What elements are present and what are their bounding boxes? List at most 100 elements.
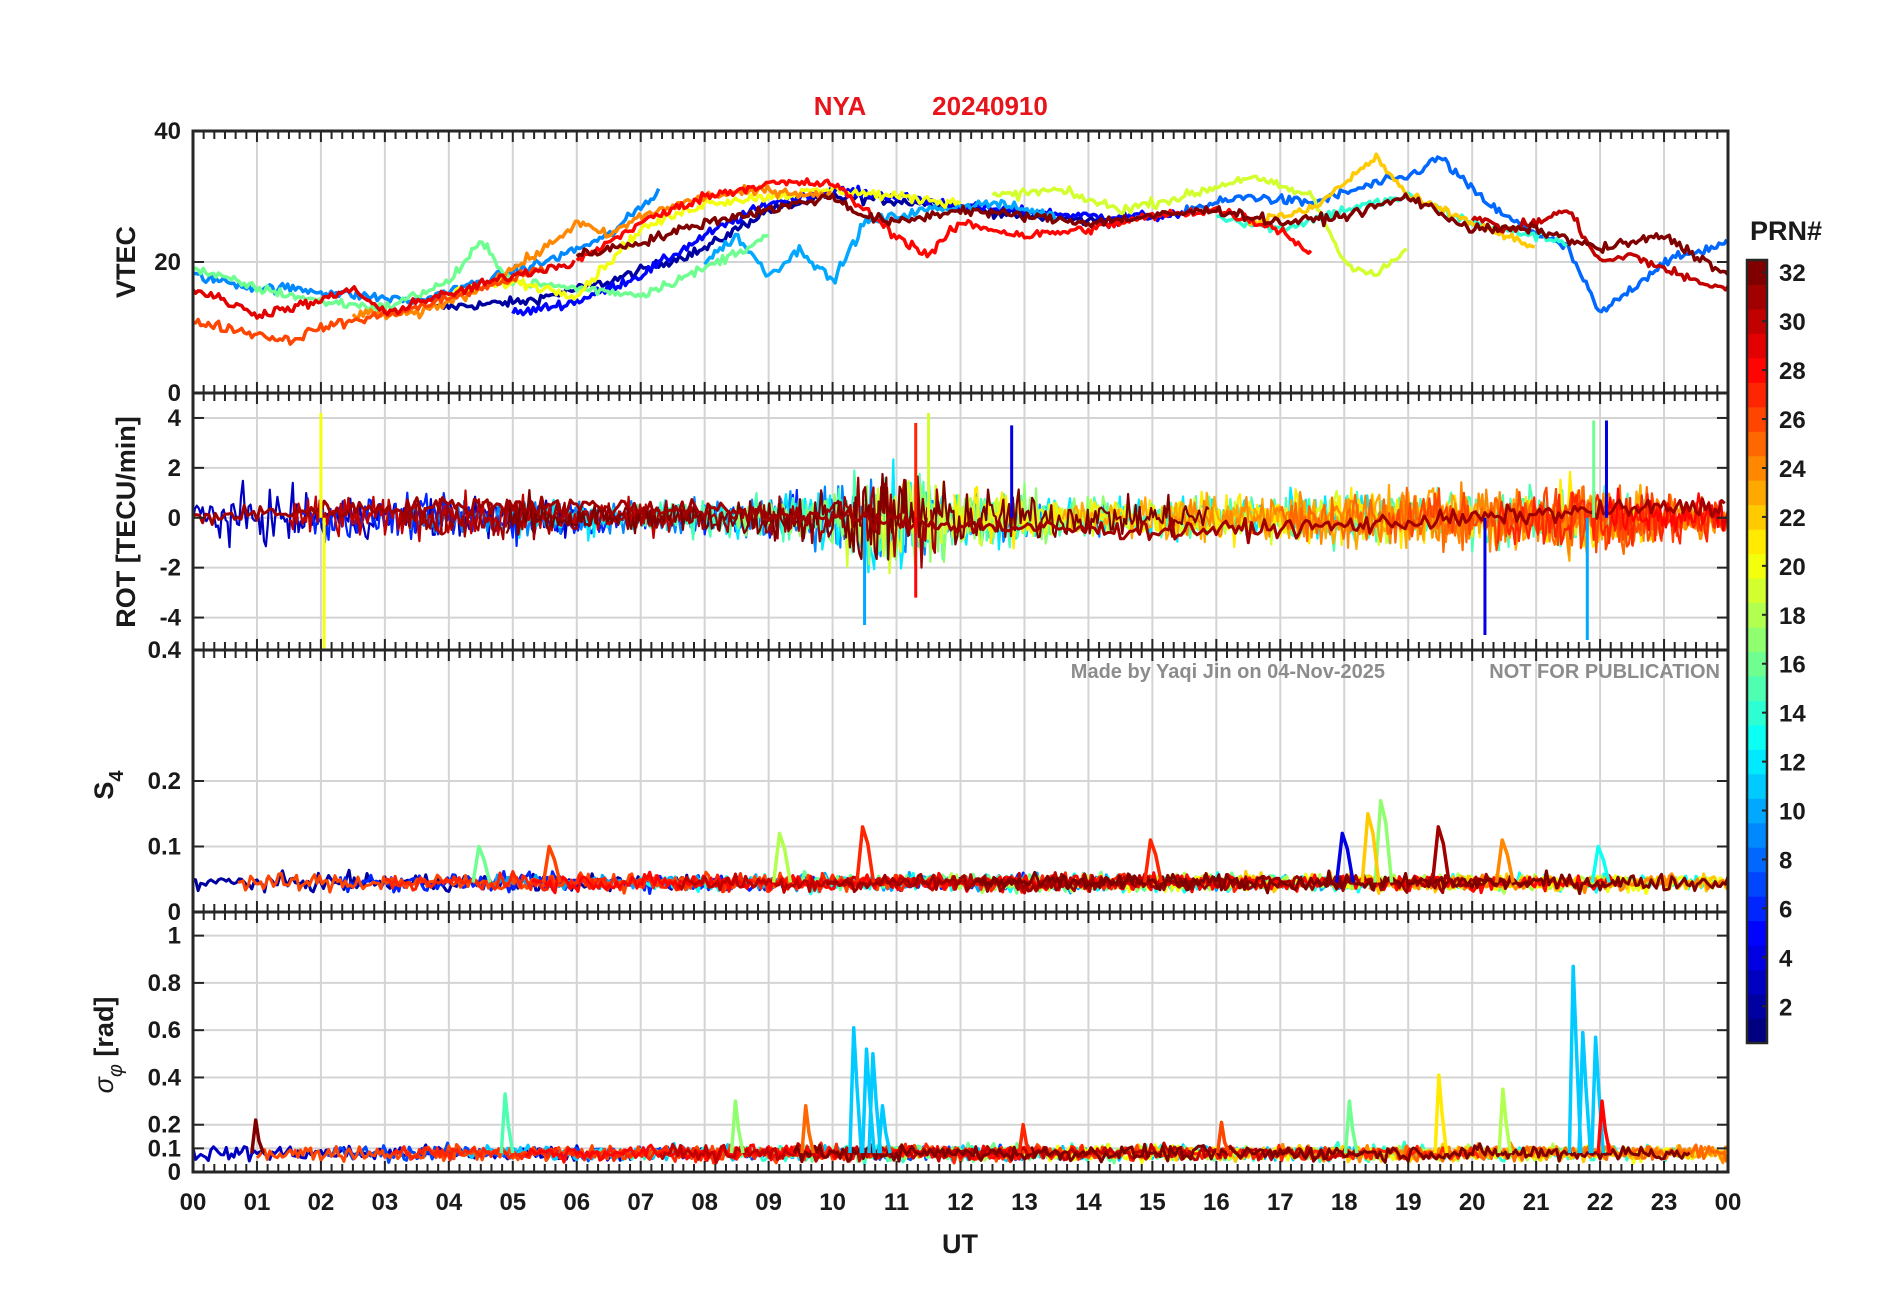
colorbar-tick-label: 16 [1779, 652, 1806, 679]
s4-ylabel-main: S [89, 782, 119, 800]
x-tick-label: 02 [308, 1189, 335, 1216]
x-tick-label: 12 [947, 1189, 974, 1216]
colorbar-segment [1747, 1018, 1767, 1044]
sig-ytick-label: 0.1 [148, 1135, 181, 1162]
rot-panel: -4 -2 0 2 4 [160, 391, 1730, 652]
x-tick-label: 18 [1331, 1189, 1358, 1216]
x-tick-label: 04 [435, 1189, 462, 1216]
colorbar-segment [1747, 724, 1767, 750]
s4-peak [1590, 844, 1611, 883]
sigma-phi-ylabel-unit: [rad] [89, 997, 119, 1065]
colorbar-segment [1747, 260, 1767, 285]
rot-ylabel: ROT [TECU/min] [111, 416, 141, 627]
sigma-phi-peak [1567, 964, 1583, 1154]
x-tick-label: 23 [1651, 1189, 1678, 1216]
x-tick-label: 16 [1203, 1189, 1230, 1216]
x-tick-label: 14 [1075, 1189, 1102, 1216]
sigma-phi-peak [1343, 1099, 1359, 1154]
colorbar-segment [1747, 627, 1767, 652]
sig-ytick-label: 1 [168, 923, 181, 950]
colorbar-segment [1747, 382, 1767, 408]
colorbar-segment [1747, 406, 1767, 432]
colorbar-tick-label: 4 [1779, 945, 1793, 972]
colorbar-segment [1747, 896, 1767, 922]
sigma-phi-ylabel-sub: φ [105, 1064, 127, 1077]
s4-peak [1494, 838, 1515, 883]
colorbar-segment [1747, 920, 1767, 946]
vtec-series-line [991, 174, 1408, 277]
x-tick-label: 13 [1011, 1189, 1038, 1216]
x-tick-label: 22 [1587, 1189, 1614, 1216]
sig-ytick-label: 0 [168, 1159, 181, 1186]
x-tick-label: 17 [1267, 1189, 1294, 1216]
colorbar-segment [1747, 455, 1767, 481]
rot-ytick-label: 2 [168, 455, 181, 482]
colorbar-segment [1747, 969, 1767, 995]
sigma-phi-peak [250, 1118, 266, 1154]
colorbar-segment [1747, 333, 1767, 359]
colorbar-segment [1747, 284, 1767, 310]
x-tick-label: 00 [1715, 1189, 1742, 1216]
sigma-phi-peak [1433, 1073, 1449, 1154]
colorbar-segment [1747, 798, 1767, 824]
s4-panel: 0 0.1 0.2 0.4 [148, 637, 1730, 926]
watermark-note: NOT FOR PUBLICATION [1489, 661, 1720, 683]
sigma-phi-peak [848, 1026, 864, 1154]
vtec-series-line [1182, 155, 1729, 314]
x-tick-label: 01 [244, 1189, 271, 1216]
s4-peak [855, 825, 876, 883]
colorbar-segment [1747, 357, 1767, 383]
vtec-series-line [448, 185, 962, 301]
s4-peak [1430, 825, 1451, 883]
sigma-phi-peak [1215, 1120, 1231, 1154]
sigma-phi-peak [800, 1104, 816, 1154]
x-tick-label: 19 [1395, 1189, 1422, 1216]
s4-ytick-label: 0 [168, 899, 181, 926]
colorbar-tick-label: 28 [1779, 358, 1806, 385]
sigma-phi-ylabel: σφ [rad] [89, 997, 127, 1094]
x-tick-label: 20 [1459, 1189, 1486, 1216]
colorbar-tick-label: 10 [1779, 799, 1806, 826]
colorbar-segment [1747, 822, 1767, 848]
s4-ytick-label: 0.2 [148, 768, 181, 795]
vtec-series-line [575, 192, 1730, 276]
colorbar-tick-label: 18 [1779, 603, 1806, 630]
sigma-phi-peak [1596, 1099, 1612, 1154]
rot-ytick-label: 0 [168, 505, 181, 532]
x-tick-label: 07 [627, 1189, 654, 1216]
sigma-phi-panel: 00.10.2 0.4 0.6 0.8 1 [148, 910, 1730, 1186]
colorbar-segment [1747, 847, 1767, 873]
x-axis-label: UT [942, 1229, 978, 1259]
s4-peak [1142, 838, 1164, 883]
colorbar-tick-label: 8 [1779, 847, 1792, 874]
colorbar-segment [1747, 504, 1767, 530]
colorbar-segment [1747, 578, 1767, 604]
colorbar-segment [1747, 773, 1767, 799]
rot-trend-line [192, 495, 1726, 545]
vtec-panel: 0 20 40 [154, 118, 1730, 407]
sigma-phi-series-line [658, 1141, 1365, 1165]
sig-ytick-label: 0.2 [148, 1112, 181, 1139]
rot-ytick-label: -2 [160, 555, 181, 582]
rot-series-line [505, 472, 1210, 561]
s4-peak [1360, 812, 1381, 883]
vtec-series-line [191, 259, 576, 320]
sigma-phi-peak [860, 1047, 876, 1154]
x-tick-labels: 00 01 02 03 04 05 06 07 08 09 10 11 12 13 14 15 16 17 18 19… [180, 1189, 1742, 1216]
colorbar-label: PRN# [1750, 216, 1822, 246]
watermark-author: Made by Yaqi Jin on 04-Nov-2025 [1071, 661, 1385, 683]
s4-peak [1334, 831, 1355, 883]
sigma-phi-peak [1590, 1035, 1606, 1154]
vtec-ytick-label: 0 [168, 380, 181, 407]
colorbar-tick-label: 6 [1779, 896, 1792, 923]
sigma-phi-peak [1577, 1030, 1593, 1154]
colorbar-segment [1747, 871, 1767, 897]
x-tick-label: 03 [372, 1189, 399, 1216]
vtec-series-line [575, 177, 1313, 263]
colorbar-tick-label: 20 [1779, 554, 1806, 581]
colorbar-segment [1747, 308, 1767, 334]
colorbar-tick-label: 26 [1779, 407, 1806, 434]
colorbar-tick-label: 2 [1779, 994, 1792, 1021]
s4-ytick-label: 0.1 [148, 834, 181, 861]
